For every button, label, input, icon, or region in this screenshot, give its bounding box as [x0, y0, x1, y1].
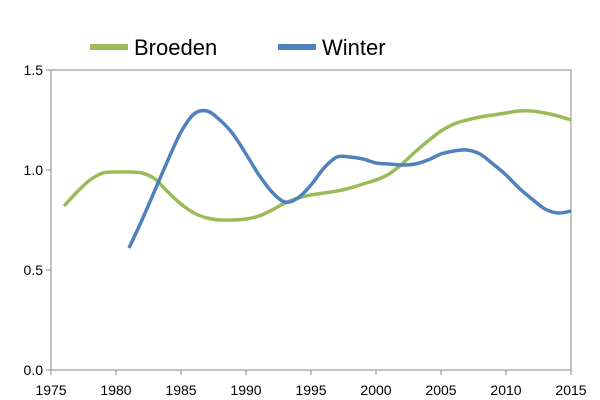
legend: Broeden Winter	[90, 35, 386, 60]
y-tick-label: 1.5	[24, 62, 44, 78]
axes: 1975 1980 1985 1990 1995 2000 2005 2010 2015 0.0 0…	[24, 62, 587, 398]
x-tick-label: 2010	[490, 382, 521, 398]
legend-label-winter: Winter	[322, 35, 386, 60]
y-tick-label: 1.0	[24, 162, 44, 178]
series-layer	[62, 108, 572, 249]
legend-label-broeden: Broeden	[134, 35, 217, 60]
x-tick-label: 1995	[295, 382, 326, 398]
x-tick-label: 2015	[555, 382, 586, 398]
x-tick-label: 1975	[35, 382, 66, 398]
x-tick-label: 2000	[360, 382, 391, 398]
y-tick-label: 0.0	[24, 362, 44, 378]
series-line-broeden	[62, 109, 572, 222]
x-tick-label: 1990	[230, 382, 261, 398]
x-tick-label: 1980	[100, 382, 131, 398]
x-tick-label: 1985	[165, 382, 196, 398]
series-line-winter	[127, 108, 572, 249]
y-tick-label: 0.5	[24, 262, 44, 278]
x-tick-label: 2005	[425, 382, 456, 398]
